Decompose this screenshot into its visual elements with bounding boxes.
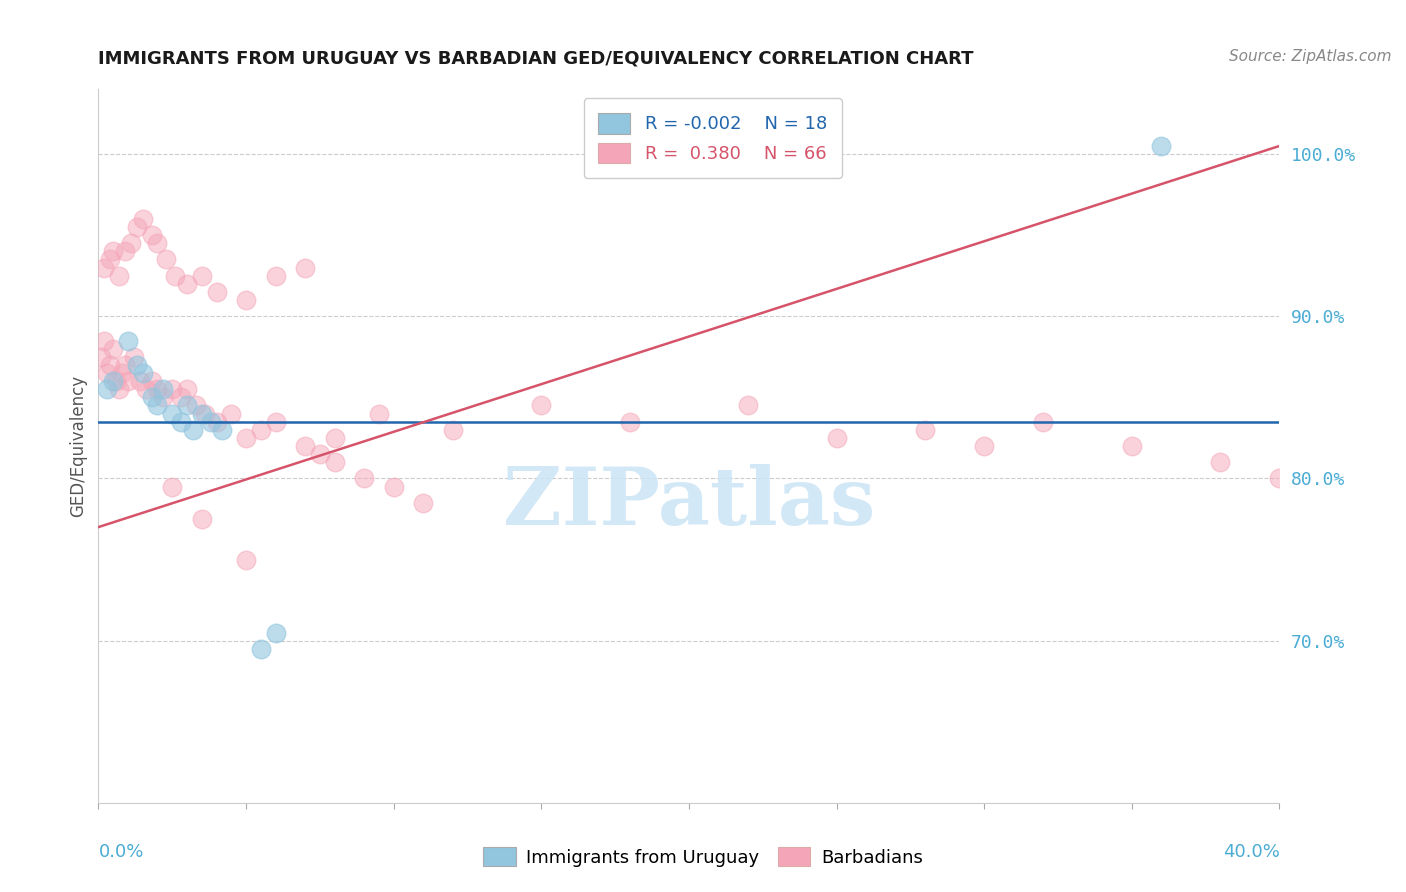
Point [264, 268, 287, 283]
Point [103, 374, 125, 388]
Point [98, 358, 121, 372]
Point [235, 552, 257, 566]
Point [323, 455, 346, 469]
Point [114, 358, 136, 372]
Point [162, 407, 183, 421]
Point [184, 399, 207, 413]
Point [98, 252, 121, 267]
Point [162, 382, 183, 396]
Point [181, 423, 204, 437]
Point [135, 382, 157, 396]
Point [250, 641, 273, 656]
Legend: R = -0.002    N = 18, R =  0.380    N = 66: R = -0.002 N = 18, R = 0.380 N = 66 [583, 98, 842, 178]
Point [235, 293, 257, 307]
Point [1121, 439, 1143, 453]
Point [125, 358, 148, 372]
Point [219, 407, 243, 421]
Point [211, 423, 233, 437]
Point [141, 228, 163, 243]
Point [120, 236, 142, 251]
Point [309, 447, 332, 461]
Point [323, 431, 346, 445]
Point [294, 439, 316, 453]
Point [103, 244, 125, 259]
Point [235, 431, 257, 445]
Point [619, 415, 641, 429]
Point [264, 625, 287, 640]
Y-axis label: GED/Equivalency: GED/Equivalency [69, 375, 87, 517]
Point [1209, 455, 1232, 469]
Text: 0.0%: 0.0% [98, 843, 143, 861]
Point [132, 366, 155, 380]
Point [105, 374, 128, 388]
Point [973, 439, 995, 453]
Point [93, 260, 115, 275]
Point [176, 399, 198, 413]
Point [191, 268, 214, 283]
Point [191, 407, 214, 421]
Text: ZIPatlas: ZIPatlas [503, 464, 875, 542]
Point [162, 479, 183, 493]
Point [132, 211, 155, 226]
Point [1032, 415, 1054, 429]
Point [1268, 471, 1291, 485]
Point [191, 512, 214, 526]
Point [176, 382, 198, 396]
Point [117, 334, 139, 348]
Point [146, 399, 169, 413]
Point [122, 350, 145, 364]
Point [441, 423, 464, 437]
Point [530, 399, 553, 413]
Point [96, 382, 118, 396]
Point [382, 479, 405, 493]
Point [170, 390, 193, 404]
Text: Source: ZipAtlas.com: Source: ZipAtlas.com [1229, 49, 1392, 64]
Point [368, 407, 391, 421]
Point [125, 220, 148, 235]
Point [141, 390, 163, 404]
Point [155, 252, 177, 267]
Point [103, 342, 125, 356]
Point [914, 423, 936, 437]
Point [152, 390, 174, 404]
Point [825, 431, 848, 445]
Point [90, 350, 112, 364]
Point [165, 268, 187, 283]
Point [264, 415, 287, 429]
Text: IMMIGRANTS FROM URUGUAY VS BARBADIAN GED/EQUIVALENCY CORRELATION CHART: IMMIGRANTS FROM URUGUAY VS BARBADIAN GED… [98, 49, 974, 67]
Point [294, 260, 316, 275]
Point [1150, 139, 1173, 153]
Point [176, 277, 198, 291]
Point [108, 268, 131, 283]
Point [146, 236, 169, 251]
Point [128, 374, 150, 388]
Point [205, 415, 228, 429]
Point [117, 374, 139, 388]
Point [737, 399, 759, 413]
Legend: Immigrants from Uruguay, Barbadians: Immigrants from Uruguay, Barbadians [475, 840, 931, 874]
Point [141, 374, 163, 388]
Text: 40.0%: 40.0% [1223, 843, 1279, 861]
Point [152, 382, 174, 396]
Point [170, 415, 193, 429]
Point [146, 382, 169, 396]
Point [353, 471, 375, 485]
Point [114, 244, 136, 259]
Point [111, 366, 134, 380]
Point [194, 407, 217, 421]
Point [250, 423, 273, 437]
Point [93, 334, 115, 348]
Point [200, 415, 222, 429]
Point [205, 285, 228, 299]
Point [108, 382, 131, 396]
Point [96, 366, 118, 380]
Point [412, 496, 434, 510]
